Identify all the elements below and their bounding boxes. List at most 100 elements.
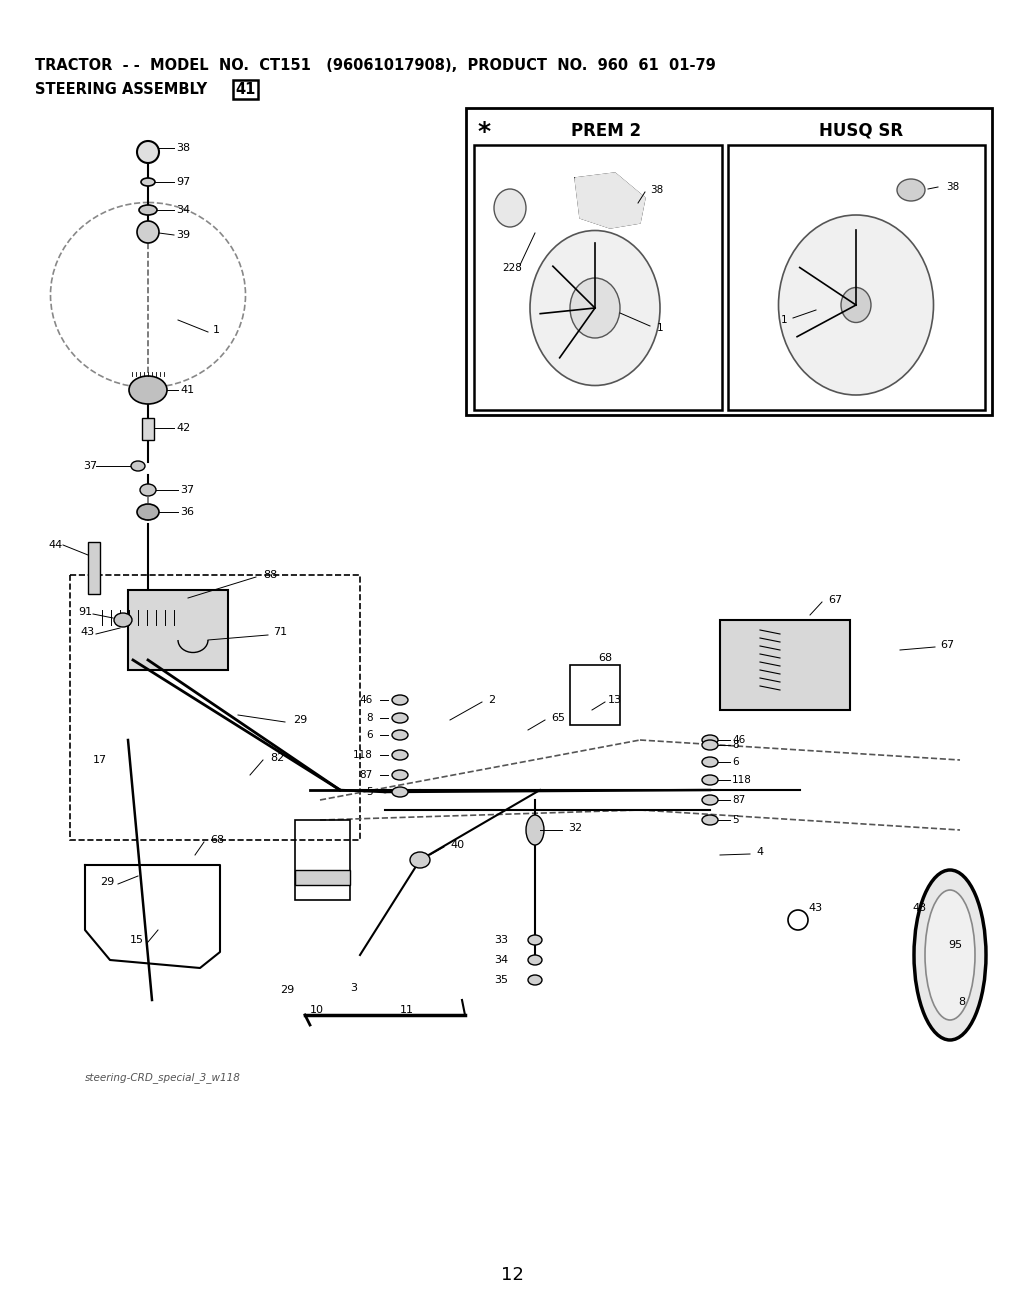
Text: 67: 67 bbox=[828, 595, 842, 605]
Text: 5: 5 bbox=[732, 815, 738, 825]
Text: 42: 42 bbox=[176, 422, 190, 433]
Text: 11: 11 bbox=[400, 1005, 414, 1015]
Ellipse shape bbox=[897, 179, 925, 201]
Text: 10: 10 bbox=[310, 1005, 324, 1015]
Text: 38: 38 bbox=[650, 186, 664, 195]
Ellipse shape bbox=[410, 851, 430, 869]
Text: 13: 13 bbox=[608, 695, 622, 705]
Text: 118: 118 bbox=[353, 750, 373, 761]
Text: 32: 32 bbox=[568, 822, 582, 833]
Text: HUSQ SR: HUSQ SR bbox=[819, 122, 903, 139]
Bar bbox=[295, 820, 350, 900]
Text: 36: 36 bbox=[180, 507, 194, 517]
Text: PREM 2: PREM 2 bbox=[571, 122, 641, 139]
Ellipse shape bbox=[702, 775, 718, 786]
Text: 15: 15 bbox=[130, 934, 144, 945]
Ellipse shape bbox=[528, 955, 542, 965]
Text: 118: 118 bbox=[732, 775, 752, 786]
Ellipse shape bbox=[392, 750, 408, 761]
Text: 228: 228 bbox=[502, 263, 522, 272]
Text: 41: 41 bbox=[234, 82, 255, 97]
Text: 38: 38 bbox=[176, 143, 190, 153]
Text: 68: 68 bbox=[598, 653, 612, 663]
Ellipse shape bbox=[137, 221, 159, 243]
Text: STEERING ASSEMBLY: STEERING ASSEMBLY bbox=[35, 82, 207, 97]
Bar bbox=[88, 542, 100, 594]
Text: 1: 1 bbox=[213, 325, 220, 336]
Ellipse shape bbox=[702, 736, 718, 745]
Ellipse shape bbox=[925, 890, 975, 1020]
Bar bbox=[474, 145, 722, 411]
Ellipse shape bbox=[494, 190, 526, 226]
Bar bbox=[142, 418, 154, 440]
Text: 82: 82 bbox=[270, 753, 285, 763]
Text: 91: 91 bbox=[78, 607, 92, 617]
Bar bbox=[295, 870, 350, 884]
Text: 34: 34 bbox=[494, 955, 508, 965]
Bar bbox=[570, 665, 620, 725]
Bar bbox=[70, 575, 360, 840]
Bar bbox=[720, 620, 850, 711]
Ellipse shape bbox=[392, 770, 408, 780]
Text: 8: 8 bbox=[958, 998, 966, 1007]
Ellipse shape bbox=[129, 376, 167, 404]
Ellipse shape bbox=[392, 730, 408, 740]
Text: 71: 71 bbox=[273, 626, 287, 637]
Ellipse shape bbox=[392, 695, 408, 705]
Text: 46: 46 bbox=[732, 736, 745, 745]
Text: 4: 4 bbox=[756, 848, 763, 857]
Ellipse shape bbox=[526, 815, 544, 845]
Text: 43: 43 bbox=[912, 903, 926, 913]
Text: *: * bbox=[478, 120, 492, 143]
Polygon shape bbox=[575, 172, 645, 228]
Text: 29: 29 bbox=[293, 715, 307, 725]
Text: 43: 43 bbox=[80, 626, 94, 637]
Text: 68: 68 bbox=[210, 834, 224, 845]
Ellipse shape bbox=[528, 975, 542, 984]
Text: 8: 8 bbox=[732, 740, 738, 750]
Ellipse shape bbox=[530, 230, 660, 386]
Ellipse shape bbox=[140, 484, 156, 496]
Text: 37: 37 bbox=[83, 461, 97, 471]
Ellipse shape bbox=[702, 740, 718, 750]
Text: 46: 46 bbox=[359, 695, 373, 705]
Ellipse shape bbox=[702, 815, 718, 825]
Text: 33: 33 bbox=[494, 934, 508, 945]
Ellipse shape bbox=[141, 178, 155, 186]
Text: TRACTOR  - -  MODEL  NO.  CT151   (96061017908),  PRODUCT  NO.  960  61  01-79: TRACTOR - - MODEL NO. CT151 (96061017908… bbox=[35, 58, 716, 72]
Text: 6: 6 bbox=[732, 757, 738, 767]
Text: 65: 65 bbox=[551, 713, 565, 722]
Text: 34: 34 bbox=[176, 205, 190, 215]
Text: 5: 5 bbox=[367, 787, 373, 797]
Ellipse shape bbox=[528, 934, 542, 945]
Ellipse shape bbox=[570, 278, 620, 338]
Ellipse shape bbox=[139, 205, 157, 215]
Text: 37: 37 bbox=[180, 486, 195, 495]
Text: 88: 88 bbox=[263, 570, 278, 580]
Text: 12: 12 bbox=[501, 1266, 523, 1284]
Text: 6: 6 bbox=[367, 730, 373, 740]
Text: 3: 3 bbox=[350, 983, 357, 994]
Ellipse shape bbox=[137, 141, 159, 163]
Text: 87: 87 bbox=[732, 795, 745, 805]
Text: 35: 35 bbox=[494, 975, 508, 984]
Bar bbox=[728, 145, 985, 411]
Text: 40: 40 bbox=[450, 840, 464, 850]
Ellipse shape bbox=[392, 713, 408, 722]
Text: 44: 44 bbox=[48, 540, 62, 550]
Ellipse shape bbox=[392, 787, 408, 797]
Text: 87: 87 bbox=[359, 770, 373, 780]
Ellipse shape bbox=[841, 287, 871, 322]
Text: 17: 17 bbox=[93, 755, 108, 765]
Ellipse shape bbox=[702, 757, 718, 767]
Text: 29: 29 bbox=[280, 984, 294, 995]
Ellipse shape bbox=[702, 795, 718, 805]
Text: 67: 67 bbox=[940, 640, 954, 650]
Text: 41: 41 bbox=[180, 386, 195, 395]
Text: 29: 29 bbox=[100, 876, 115, 887]
Ellipse shape bbox=[137, 504, 159, 520]
Text: 43: 43 bbox=[808, 903, 822, 913]
Ellipse shape bbox=[131, 461, 145, 471]
Text: 2: 2 bbox=[488, 695, 496, 705]
Text: 1: 1 bbox=[781, 315, 787, 325]
